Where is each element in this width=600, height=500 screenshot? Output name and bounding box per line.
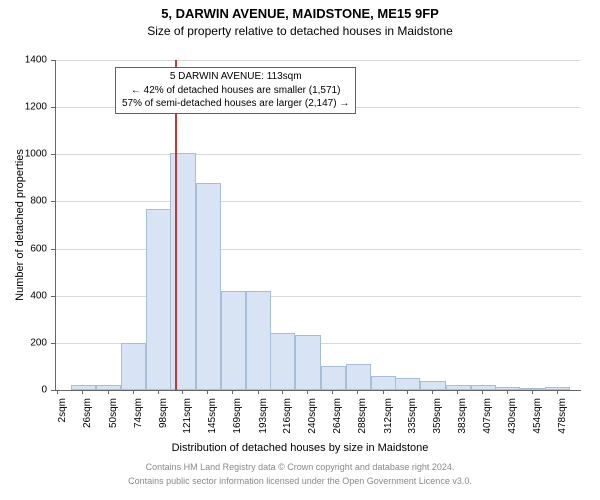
x-tick-label: 26sqm [82,398,93,443]
gridline [56,201,581,202]
x-tick-mark [457,390,458,394]
y-tick-mark [51,249,55,250]
x-tick-mark [108,390,109,394]
histogram-bar [321,366,346,390]
histogram-bar [371,376,396,390]
x-tick-mark [407,390,408,394]
x-tick-mark [158,390,159,394]
histogram-bar [346,364,371,390]
y-tick-label: 1400 [0,55,47,66]
x-tick-label: 193sqm [258,398,269,443]
x-tick-mark [507,390,508,394]
y-tick-label: 0 [0,385,47,396]
histogram-bar [146,209,171,391]
x-tick-label: 2sqm [57,398,68,443]
y-tick-label: 800 [0,196,47,207]
x-axis-label: Distribution of detached houses by size … [0,442,600,454]
y-tick-mark [51,201,55,202]
x-tick-label: 383sqm [457,398,468,443]
x-tick-mark [432,390,433,394]
x-tick-mark [532,390,533,394]
histogram-bar [196,183,221,390]
chart-subtitle: Size of property relative to detached ho… [0,24,600,38]
y-tick-mark [51,390,55,391]
x-tick-mark [332,390,333,394]
x-tick-mark [282,390,283,394]
x-tick-label: 359sqm [432,398,443,443]
y-tick-label: 600 [0,243,47,254]
x-tick-mark [232,390,233,394]
histogram-bar [420,381,445,390]
x-tick-label: 478sqm [557,398,568,443]
histogram-bar [221,291,246,390]
histogram-bar [545,387,570,390]
x-tick-mark [482,390,483,394]
y-tick-mark [51,107,55,108]
annotation-line: 5 DARWIN AVENUE: 113sqm [122,70,349,84]
x-tick-label: 288sqm [357,398,368,443]
x-tick-mark [133,390,134,394]
annotation-line: 57% of semi-detached houses are larger (… [122,97,349,111]
chart-title: 5, DARWIN AVENUE, MAIDSTONE, ME15 9FP [0,6,600,21]
x-tick-label: 121sqm [182,398,193,443]
x-tick-label: 240sqm [307,398,318,443]
y-tick-label: 400 [0,290,47,301]
x-tick-label: 216sqm [282,398,293,443]
x-tick-label: 264sqm [332,398,343,443]
histogram-bar [121,343,146,390]
x-tick-label: 169sqm [232,398,243,443]
x-tick-label: 74sqm [133,398,144,443]
histogram-bar [520,388,545,390]
x-tick-mark [258,390,259,394]
gridline [56,249,581,250]
x-tick-label: 430sqm [507,398,518,443]
x-tick-mark [207,390,208,394]
y-tick-mark [51,343,55,344]
y-tick-mark [51,296,55,297]
x-tick-mark [383,390,384,394]
x-tick-mark [182,390,183,394]
x-tick-mark [82,390,83,394]
footer-line-2: Contains public sector information licen… [0,476,600,486]
x-tick-label: 312sqm [383,398,394,443]
annotation-line: ← 42% of detached houses are smaller (1,… [122,84,349,98]
x-tick-mark [357,390,358,394]
x-tick-mark [557,390,558,394]
gridline [56,154,581,155]
histogram-bar [270,333,295,390]
y-tick-label: 200 [0,337,47,348]
x-tick-label: 454sqm [532,398,543,443]
y-tick-label: 1200 [0,102,47,113]
annotation-box: 5 DARWIN AVENUE: 113sqm← 42% of detached… [115,67,356,114]
y-tick-mark [51,154,55,155]
x-tick-mark [57,390,58,394]
y-tick-label: 1000 [0,149,47,160]
y-tick-mark [51,60,55,61]
x-tick-label: 98sqm [158,398,169,443]
histogram-bar [471,385,496,390]
x-tick-label: 407sqm [482,398,493,443]
footer-line-1: Contains HM Land Registry data © Crown c… [0,462,600,472]
histogram-bar [246,291,271,390]
gridline [56,60,581,61]
histogram-bar [295,335,320,390]
histogram-bar [446,385,471,390]
histogram-chart: 5, DARWIN AVENUE, MAIDSTONE, ME15 9FP Siz… [0,0,600,500]
x-tick-label: 145sqm [207,398,218,443]
x-tick-label: 50sqm [108,398,119,443]
x-tick-label: 335sqm [407,398,418,443]
gridline [56,296,581,297]
x-tick-mark [307,390,308,394]
histogram-bar [395,378,420,390]
